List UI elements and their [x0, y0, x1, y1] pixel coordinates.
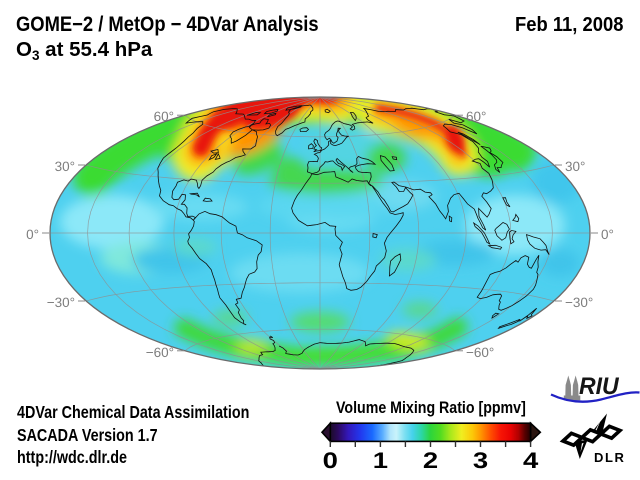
svg-text:1: 1: [373, 448, 388, 473]
svg-text:−30°: −30°: [47, 295, 75, 310]
svg-text:2: 2: [423, 448, 438, 473]
svg-text:−60°: −60°: [146, 345, 174, 360]
svg-text:0: 0: [323, 448, 338, 473]
svg-text:DLR: DLR: [594, 450, 626, 465]
svg-text:0°: 0°: [601, 227, 614, 242]
svg-text:30°: 30°: [565, 159, 585, 174]
svg-text:4: 4: [523, 448, 539, 473]
svg-text:0°: 0°: [26, 227, 39, 242]
svg-text:60°: 60°: [154, 109, 174, 124]
svg-text:3: 3: [473, 448, 488, 473]
svg-text:60°: 60°: [466, 109, 486, 124]
svg-text:−30°: −30°: [565, 295, 593, 310]
svg-text:RIU: RIU: [579, 373, 619, 400]
svg-text:−60°: −60°: [466, 345, 494, 360]
svg-text:30°: 30°: [55, 159, 75, 174]
